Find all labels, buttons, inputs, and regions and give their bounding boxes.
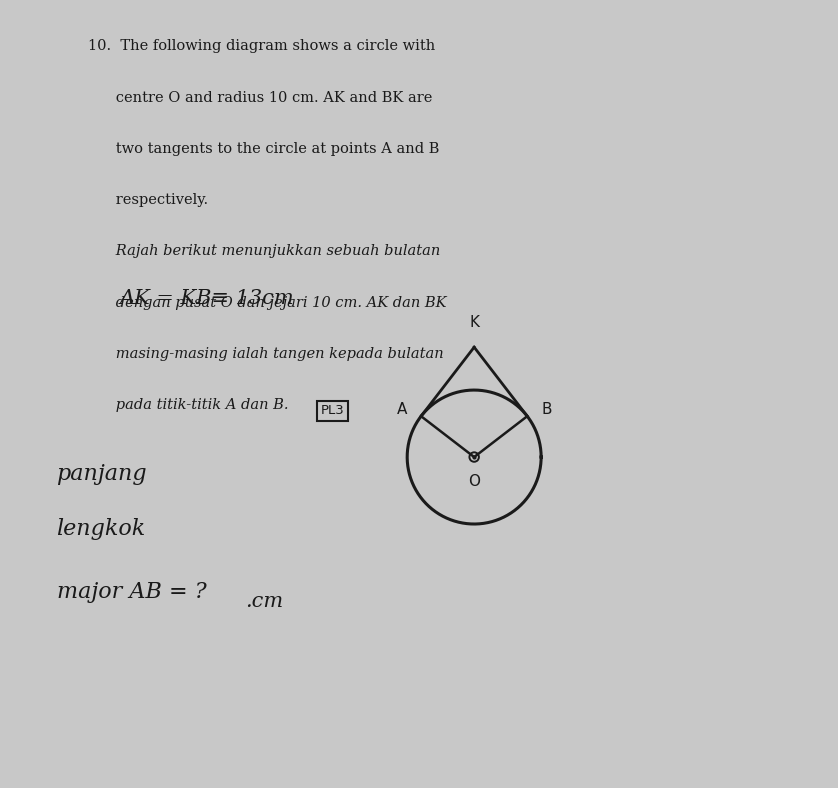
Text: A: A [396, 403, 407, 418]
Text: 10.  The following diagram shows a circle with: 10. The following diagram shows a circle… [88, 39, 435, 54]
Text: PL3: PL3 [320, 404, 344, 417]
Text: pada titik-titik A dan B.: pada titik-titik A dan B. [88, 398, 288, 412]
Text: .cm: .cm [246, 592, 284, 611]
Text: AK = KB≡ 13cm: AK = KB≡ 13cm [120, 288, 294, 308]
Text: dengan pusat O dan jejari 10 cm. AK dan BK: dengan pusat O dan jejari 10 cm. AK dan … [88, 296, 447, 310]
Text: panjang: panjang [56, 463, 147, 485]
Text: masing-masing ialah tangen kepada bulatan: masing-masing ialah tangen kepada bulata… [88, 347, 443, 361]
Text: Rajah berikut menunjukkan sebuah bulatan: Rajah berikut menunjukkan sebuah bulatan [88, 244, 440, 258]
Text: respectively.: respectively. [88, 193, 208, 207]
Text: B: B [541, 403, 552, 418]
Text: two tangents to the circle at points A and B: two tangents to the circle at points A a… [88, 142, 439, 156]
Text: K: K [469, 315, 479, 330]
Text: lengkok: lengkok [56, 518, 146, 540]
Text: O: O [468, 474, 480, 489]
Text: major AB = ?: major AB = ? [56, 581, 206, 603]
Text: centre O and radius 10 cm. AK and BK are: centre O and radius 10 cm. AK and BK are [88, 91, 432, 105]
